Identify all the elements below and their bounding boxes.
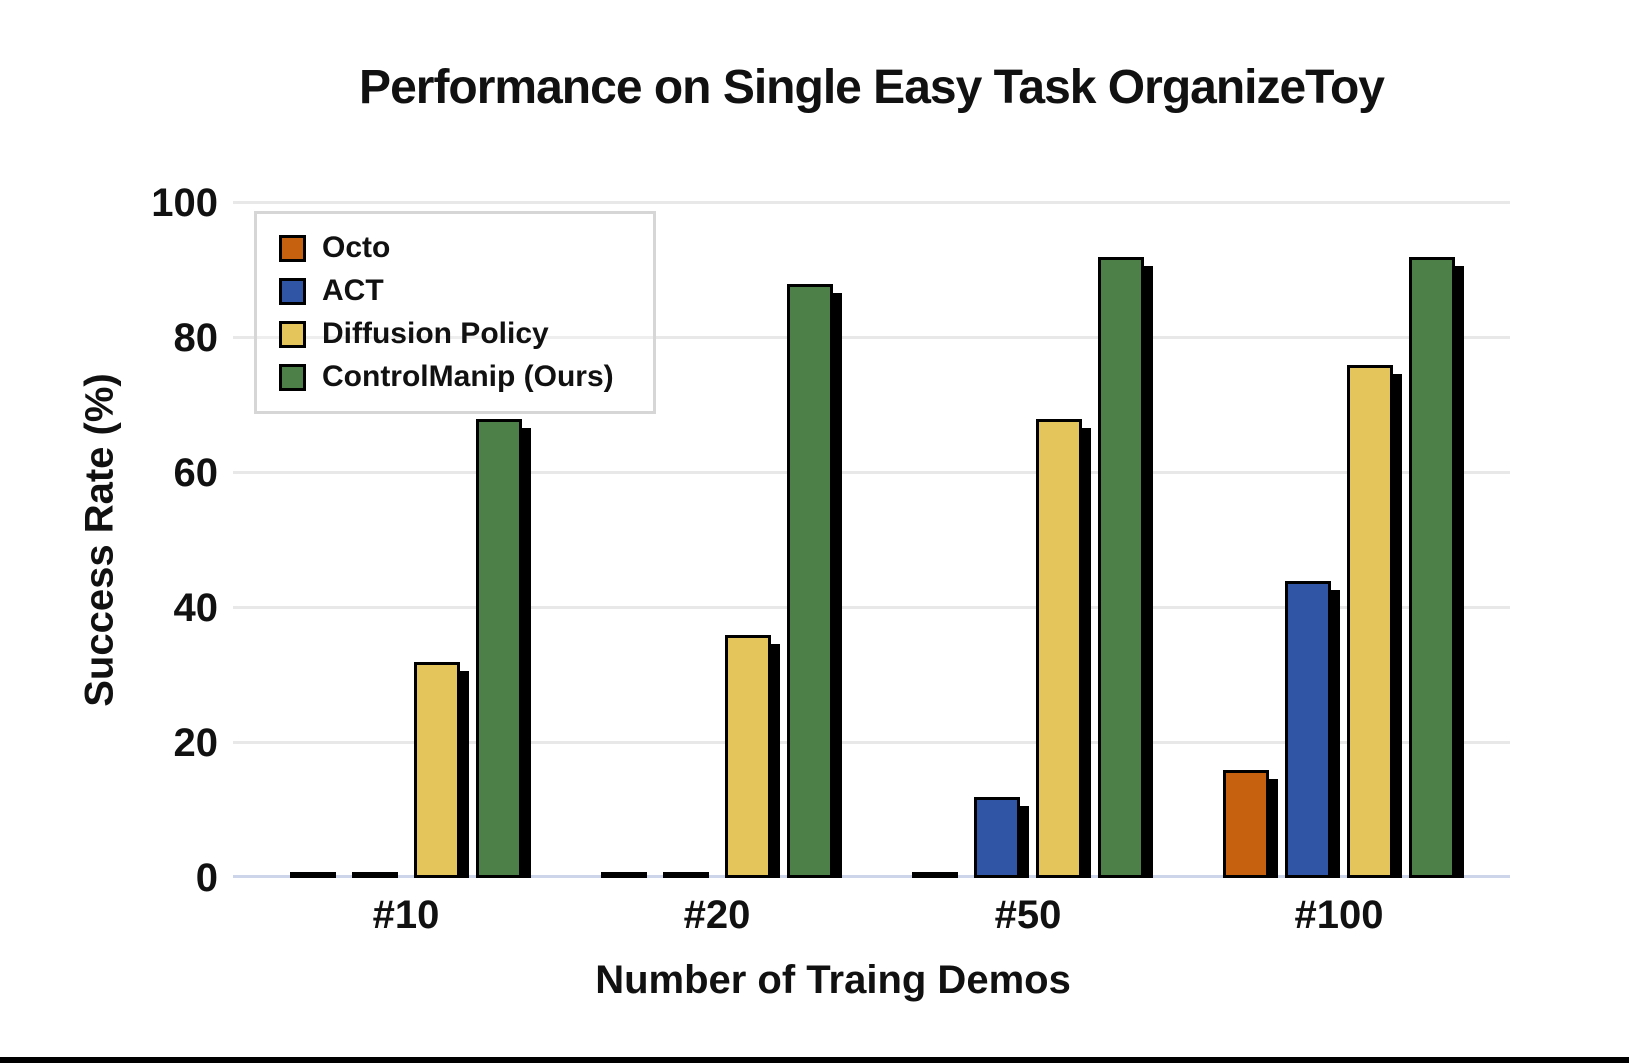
bottom-rule xyxy=(0,1057,1629,1063)
chart-title: Performance on Single Easy Task Organize… xyxy=(359,61,1385,114)
bar-controlmanip-ours-100 xyxy=(1409,257,1455,878)
x-tick-label-50: #50 xyxy=(994,893,1062,937)
gridline-80 xyxy=(233,336,1510,339)
legend-row-3: ControlManip (Ours) xyxy=(279,357,653,397)
x-axis-baseline xyxy=(233,875,1510,878)
bar-act-10 xyxy=(352,872,398,878)
bar-octo-10 xyxy=(290,872,336,878)
x-axis-label: Number of Traing Demos xyxy=(595,958,1071,1002)
x-tick-labels: #10 #20 #50 #100 xyxy=(0,893,1629,943)
gridline-100 xyxy=(233,201,1510,204)
legend-label: ACT xyxy=(322,274,384,307)
bar-diffusion-policy-50 xyxy=(1036,419,1082,878)
x-tick-label-100: #100 xyxy=(1294,893,1384,937)
y-tick-label-80: 80 xyxy=(173,316,219,360)
y-tick-label-0: 0 xyxy=(195,856,218,900)
bar-diffusion-policy-10 xyxy=(414,662,460,878)
y-tick-label-20: 20 xyxy=(173,721,219,765)
bar-controlmanip-ours-20 xyxy=(787,284,833,878)
y-tick-label-40: 40 xyxy=(173,586,219,630)
bar-octo-50 xyxy=(912,872,958,878)
legend-row-1: ACT xyxy=(279,271,653,311)
plot-area: Octo ACT Diffusion Policy ControlManip (Our… xyxy=(233,195,1510,878)
bar-diffusion-policy-20 xyxy=(725,635,771,878)
y-tick-label-60: 60 xyxy=(173,451,219,495)
legend: Octo ACT Diffusion Policy ControlManip (Our… xyxy=(254,211,656,414)
gridline-40 xyxy=(233,606,1510,609)
bar-act-20 xyxy=(663,872,709,878)
bar-act-50 xyxy=(974,797,1020,878)
legend-label: Octo xyxy=(322,231,391,264)
gridline-20 xyxy=(233,741,1510,744)
legend-label: ControlManip (Ours) xyxy=(322,360,614,393)
bar-octo-100 xyxy=(1223,770,1269,878)
x-tick-label-20: #20 xyxy=(683,893,751,937)
y-tick-label-100: 100 xyxy=(151,181,218,225)
y-tick-labels: 0 20 40 60 80 100 xyxy=(0,0,218,1063)
legend-swatch-icon xyxy=(279,363,306,391)
legend-row-0: Octo xyxy=(279,228,653,268)
legend-swatch-icon xyxy=(279,234,306,262)
x-tick-label-10: #10 xyxy=(372,893,440,937)
bar-octo-20 xyxy=(601,872,647,878)
bar-controlmanip-ours-50 xyxy=(1098,257,1144,878)
gridline-60 xyxy=(233,471,1510,474)
legend-label: Diffusion Policy xyxy=(322,317,549,350)
bar-controlmanip-ours-10 xyxy=(476,419,522,878)
bar-act-100 xyxy=(1285,581,1331,878)
legend-swatch-icon xyxy=(279,277,306,305)
legend-row-2: Diffusion Policy xyxy=(279,314,653,354)
legend-swatch-icon xyxy=(279,320,306,348)
bar-diffusion-policy-100 xyxy=(1347,365,1393,878)
